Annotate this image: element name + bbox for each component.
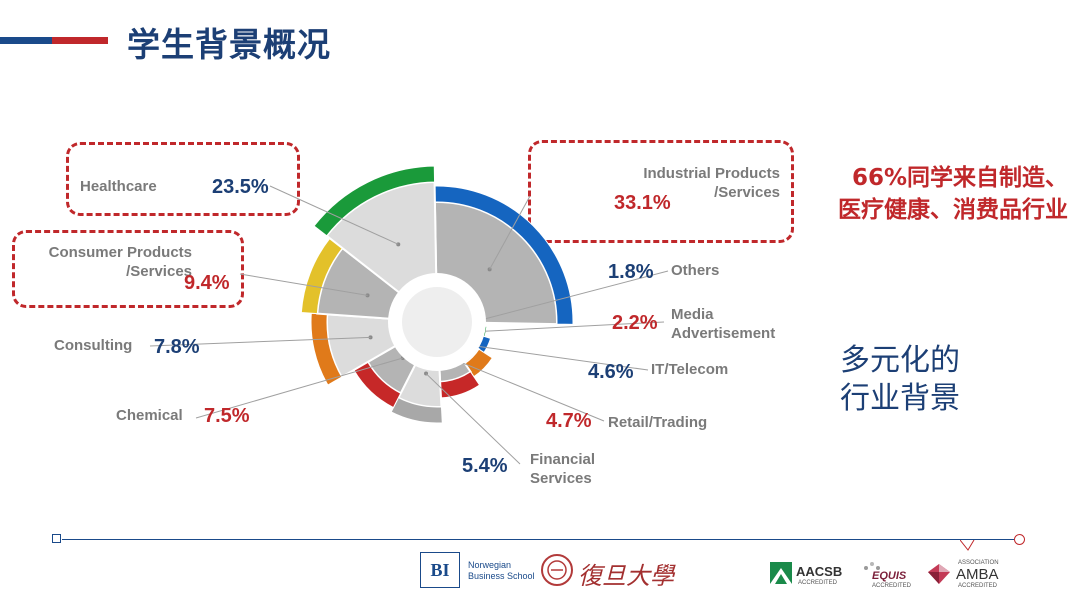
label-healthcare: Healthcare — [80, 178, 157, 195]
industrial-highlight-box — [528, 140, 794, 243]
label-it: IT/Telecom — [651, 361, 729, 378]
aacsb-icon — [770, 562, 792, 584]
healthcare-highlight-box — [66, 142, 300, 216]
label-others: Others — [671, 262, 720, 279]
aacsb-sub: ACCREDITED — [798, 580, 838, 586]
aacsb-label: AACSB — [796, 564, 843, 579]
leader-line-retail — [448, 356, 605, 422]
title-accent-bar-blue — [0, 37, 52, 44]
label-consulting: Consulting — [54, 337, 133, 354]
label-retail: Retail/Trading — [608, 414, 708, 431]
value-healthcare: 23.5% — [212, 176, 269, 198]
value-industrial: 33.1% — [614, 192, 671, 214]
leader-line-media — [459, 321, 665, 333]
value-media: 2.2% — [612, 312, 658, 334]
fudan-seal-icon — [541, 554, 573, 586]
arc-industrial — [434, 185, 574, 325]
label-consumer: Consumer Products/Services — [48, 244, 192, 280]
value-consumer: 9.4% — [184, 272, 230, 294]
label-chemical: Chemical — [116, 407, 183, 424]
equis-sub: ACCREDITED — [872, 583, 912, 589]
value-others: 1.8% — [608, 261, 654, 283]
leader-line-industrial — [489, 195, 531, 270]
highlight-callout: 66%同学来自制造、 医疗健康、消费品行业 — [838, 165, 1068, 223]
value-it: 4.6% — [588, 361, 634, 383]
leader-line-consulting — [149, 336, 371, 347]
amba-sub: ACCREDITED — [958, 583, 998, 589]
fudan-name: 復旦大學 — [578, 562, 674, 590]
label-industrial: Industrial Products/Services — [643, 165, 780, 201]
footer-square-marker — [52, 534, 61, 543]
title-accent-bar-red — [52, 37, 108, 44]
value-consulting: 7.8% — [154, 336, 200, 358]
bi-school-name: Norwegian Business School — [468, 560, 535, 581]
diverse-industry-callout: 多元化的 行业背景 — [840, 343, 960, 416]
leader-line-healthcare — [269, 185, 399, 245]
amba-top: ASSOCIATION — [958, 560, 999, 566]
bi-logo: BI — [420, 552, 460, 588]
leader-line-consumer — [239, 273, 368, 296]
amba-diamond-icon — [928, 564, 950, 584]
amba-label: AMBA — [956, 566, 999, 583]
label-financial: Financial Services — [530, 451, 596, 487]
leader-line-chemical — [195, 357, 403, 419]
value-chemical: 7.5% — [204, 405, 250, 427]
equis-dots-icon — [864, 562, 880, 570]
footer-hook-line — [960, 540, 975, 551]
footer-circle-marker — [1014, 534, 1025, 545]
leader-line-others — [457, 270, 669, 327]
leader-line-it — [459, 343, 649, 371]
value-retail: 4.7% — [546, 410, 592, 432]
leader-line-financial — [425, 373, 521, 465]
chart-center-disc — [402, 287, 472, 357]
arc-healthcare — [313, 165, 436, 237]
footer-divider — [62, 539, 1014, 540]
value-financial: 5.4% — [462, 455, 508, 477]
equis-label: EQUIS — [872, 570, 907, 582]
page-title: 学生背景概况 — [127, 25, 331, 64]
consumer-highlight-box — [12, 230, 244, 308]
label-media: Media Advertisement — [671, 306, 776, 342]
